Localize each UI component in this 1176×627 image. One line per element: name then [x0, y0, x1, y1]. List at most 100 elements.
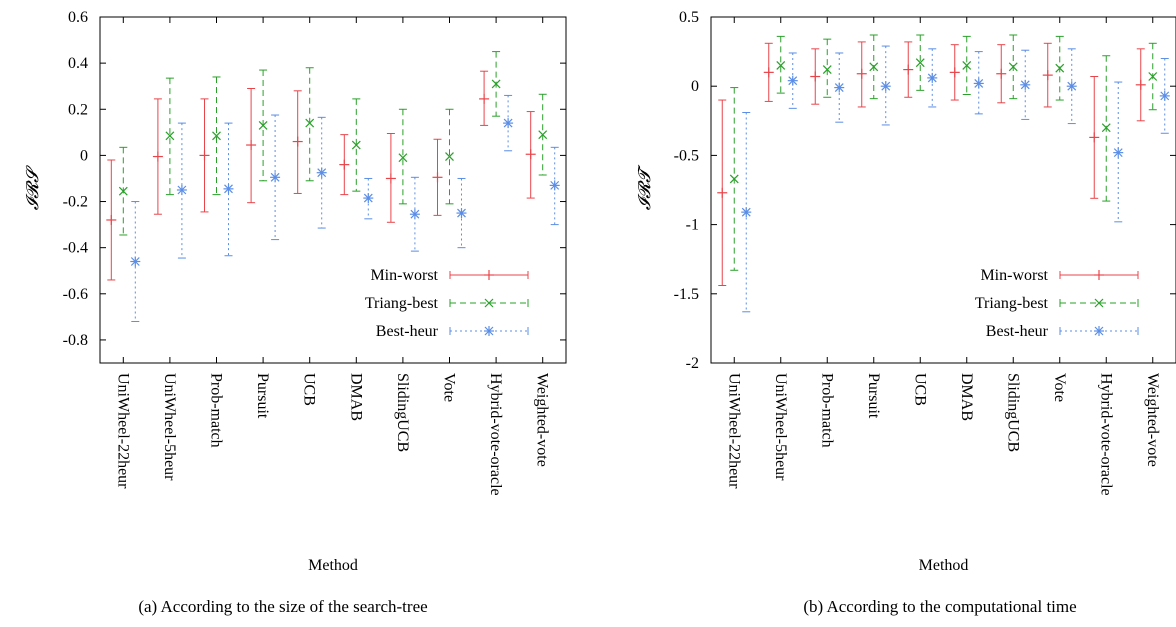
- data-point-marker: [1148, 72, 1158, 81]
- error-bar: [880, 45, 891, 126]
- legend-label: Best-heur: [986, 323, 1049, 340]
- error-bar: [339, 134, 350, 196]
- error-bar: [1101, 55, 1111, 202]
- data-point-marker: [927, 72, 938, 83]
- x-tick-label: Pursuit: [254, 373, 271, 419]
- data-point-marker: [729, 174, 739, 184]
- error-bar: [118, 146, 128, 236]
- data-point-marker: [810, 71, 821, 82]
- data-point-marker: [1159, 90, 1170, 101]
- marker-stroke: [410, 209, 420, 219]
- series-1: [118, 51, 548, 236]
- marker-stroke: [317, 168, 327, 178]
- marker-stroke: [788, 76, 798, 86]
- y-tick-label: 0: [80, 147, 88, 164]
- series-0: [717, 41, 1146, 286]
- error-bar: [106, 159, 117, 281]
- data-point-marker: [363, 193, 374, 204]
- data-point-marker: [409, 209, 420, 220]
- data-point-marker: [152, 151, 163, 162]
- data-point-marker: [351, 140, 361, 150]
- error-bar: [246, 88, 257, 204]
- x-tick-label: DMAB: [347, 373, 364, 421]
- error-bar: [351, 98, 361, 192]
- x-tick-label: Pursuit: [865, 373, 882, 419]
- data-point-marker: [1113, 147, 1124, 158]
- error-bar: [856, 41, 867, 108]
- series-0: [106, 70, 536, 281]
- data-point-marker: [223, 183, 234, 194]
- series-1: [729, 34, 1158, 271]
- data-point-marker: [822, 65, 832, 75]
- data-point-marker: [1055, 63, 1065, 73]
- data-point-marker: [212, 131, 221, 141]
- legend-label: Min-worst: [980, 267, 1048, 284]
- data-point-marker: [1089, 132, 1100, 143]
- plot-frame: [99, 16, 567, 364]
- chart-panel-1: 0.5 0 -0.5 -1 -1.5 -2 UniWheel-22heur UniWheel-…: [635, 9, 1176, 616]
- data-point-marker: [834, 82, 845, 93]
- series-2: [130, 94, 560, 322]
- error-bar: [432, 138, 443, 216]
- data-point-marker: [538, 130, 548, 140]
- x-tick-label: SlidingUCB: [394, 373, 411, 452]
- marker-stroke: [881, 81, 891, 91]
- y-tick-label: 0.4: [68, 55, 88, 72]
- data-point-marker: [1094, 298, 1104, 308]
- legend: Min-worst Triang-best Best-heur: [975, 267, 1139, 340]
- error-bar: [409, 176, 420, 252]
- error-bar: [776, 35, 786, 94]
- figure-caption: (a) According to the size of the search-…: [138, 597, 427, 616]
- error-bar: [915, 34, 925, 91]
- data-point-marker: [445, 152, 454, 161]
- y-tick-label: 0.2: [68, 101, 88, 118]
- error-bar: [741, 111, 752, 313]
- x-tick-label: UCB: [911, 373, 928, 406]
- error-bar: [503, 94, 514, 152]
- marker-stroke: [974, 79, 984, 88]
- marker-stroke: [363, 193, 373, 203]
- data-point-marker: [869, 62, 879, 72]
- data-point-marker: [258, 120, 268, 130]
- x-tick-label: Vote: [1051, 373, 1068, 402]
- marker-stroke: [445, 152, 454, 161]
- marker-stroke: [1094, 298, 1104, 308]
- error-bar: [810, 48, 821, 105]
- y-tick-label: -0.2: [63, 194, 88, 211]
- marker-stroke: [869, 62, 879, 72]
- data-point-marker: [741, 207, 752, 218]
- error-bar: [1135, 48, 1146, 122]
- data-point-marker: [1101, 123, 1111, 133]
- marker-stroke: [1094, 326, 1104, 336]
- marker-stroke: [224, 184, 233, 194]
- data-point-marker: [484, 298, 494, 308]
- data-point-marker: [1066, 81, 1077, 92]
- marker-stroke: [550, 180, 560, 190]
- error-bar: [973, 51, 984, 115]
- error-bar: [199, 98, 210, 213]
- marker-stroke: [270, 172, 280, 182]
- error-bar: [445, 108, 454, 205]
- data-point-marker: [484, 270, 494, 280]
- y-axis-label: 𝓘𝓡𝓢: [23, 165, 42, 210]
- error-bar: [491, 51, 501, 117]
- marker-stroke: [1101, 123, 1111, 133]
- data-point-marker: [763, 67, 774, 78]
- marker-stroke: [177, 185, 187, 195]
- error-bar: [165, 77, 175, 196]
- data-point-marker: [549, 180, 560, 191]
- error-bar: [834, 52, 845, 123]
- x-tick-label: UniWheel-5heur: [161, 373, 178, 481]
- error-bar: [787, 52, 798, 109]
- marker-stroke: [834, 83, 844, 93]
- chart-panel-0: 0.6 0.4 0.2 0 -0.2 -0.4 -0.6 -0.8 UniWheel-22heu…: [23, 9, 567, 616]
- data-point-marker: [949, 67, 960, 78]
- marker-stroke: [1113, 148, 1123, 158]
- data-point-marker: [484, 326, 494, 336]
- data-point-marker: [787, 75, 798, 86]
- data-point-marker: [996, 68, 1007, 79]
- data-point-marker: [973, 78, 984, 89]
- error-bar: [996, 44, 1007, 104]
- error-bar: [258, 69, 268, 182]
- data-point-marker: [1094, 326, 1104, 336]
